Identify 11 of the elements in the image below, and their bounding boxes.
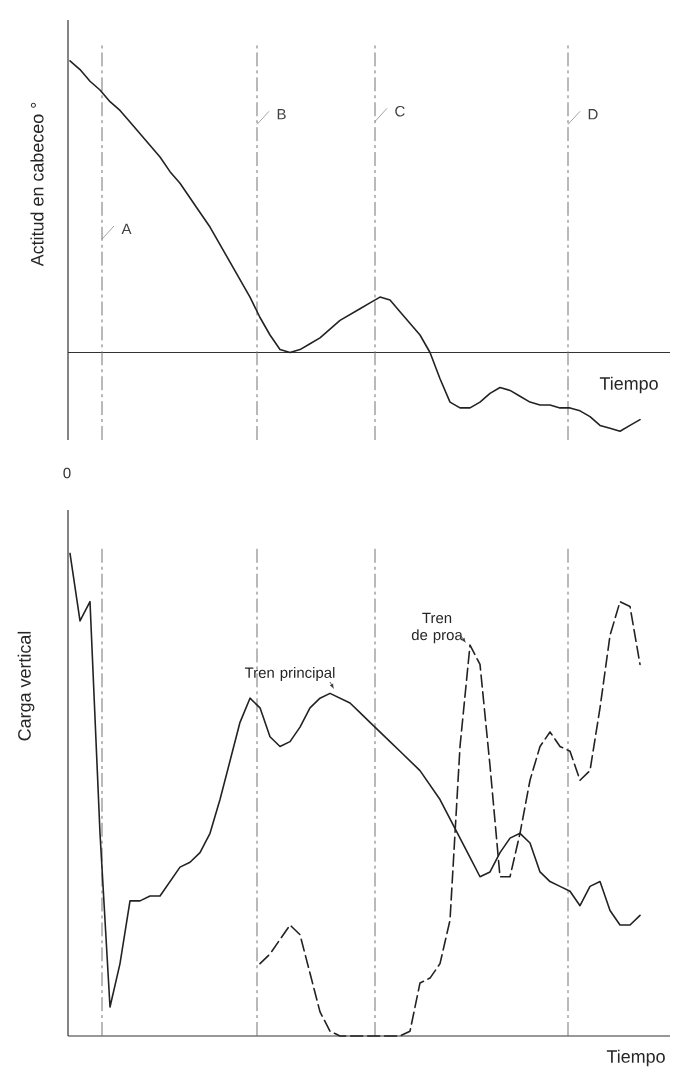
y-axis-title: Actitud en cabeceo °: [30, 102, 44, 267]
x-axis-title: Tiempo: [599, 376, 658, 394]
text: 0: [63, 467, 71, 479]
annotation: C: [395, 105, 405, 117]
annotation: B: [277, 109, 286, 120]
annotation: A: [121, 223, 132, 235]
series-label: Tren principal: [244, 667, 335, 681]
series-label: Tren de proa: [411, 612, 463, 644]
x-axis-title: Tiempo: [606, 1049, 665, 1067]
annotation: D: [588, 109, 598, 120]
y-axis-title: Carga vertical: [17, 631, 35, 741]
